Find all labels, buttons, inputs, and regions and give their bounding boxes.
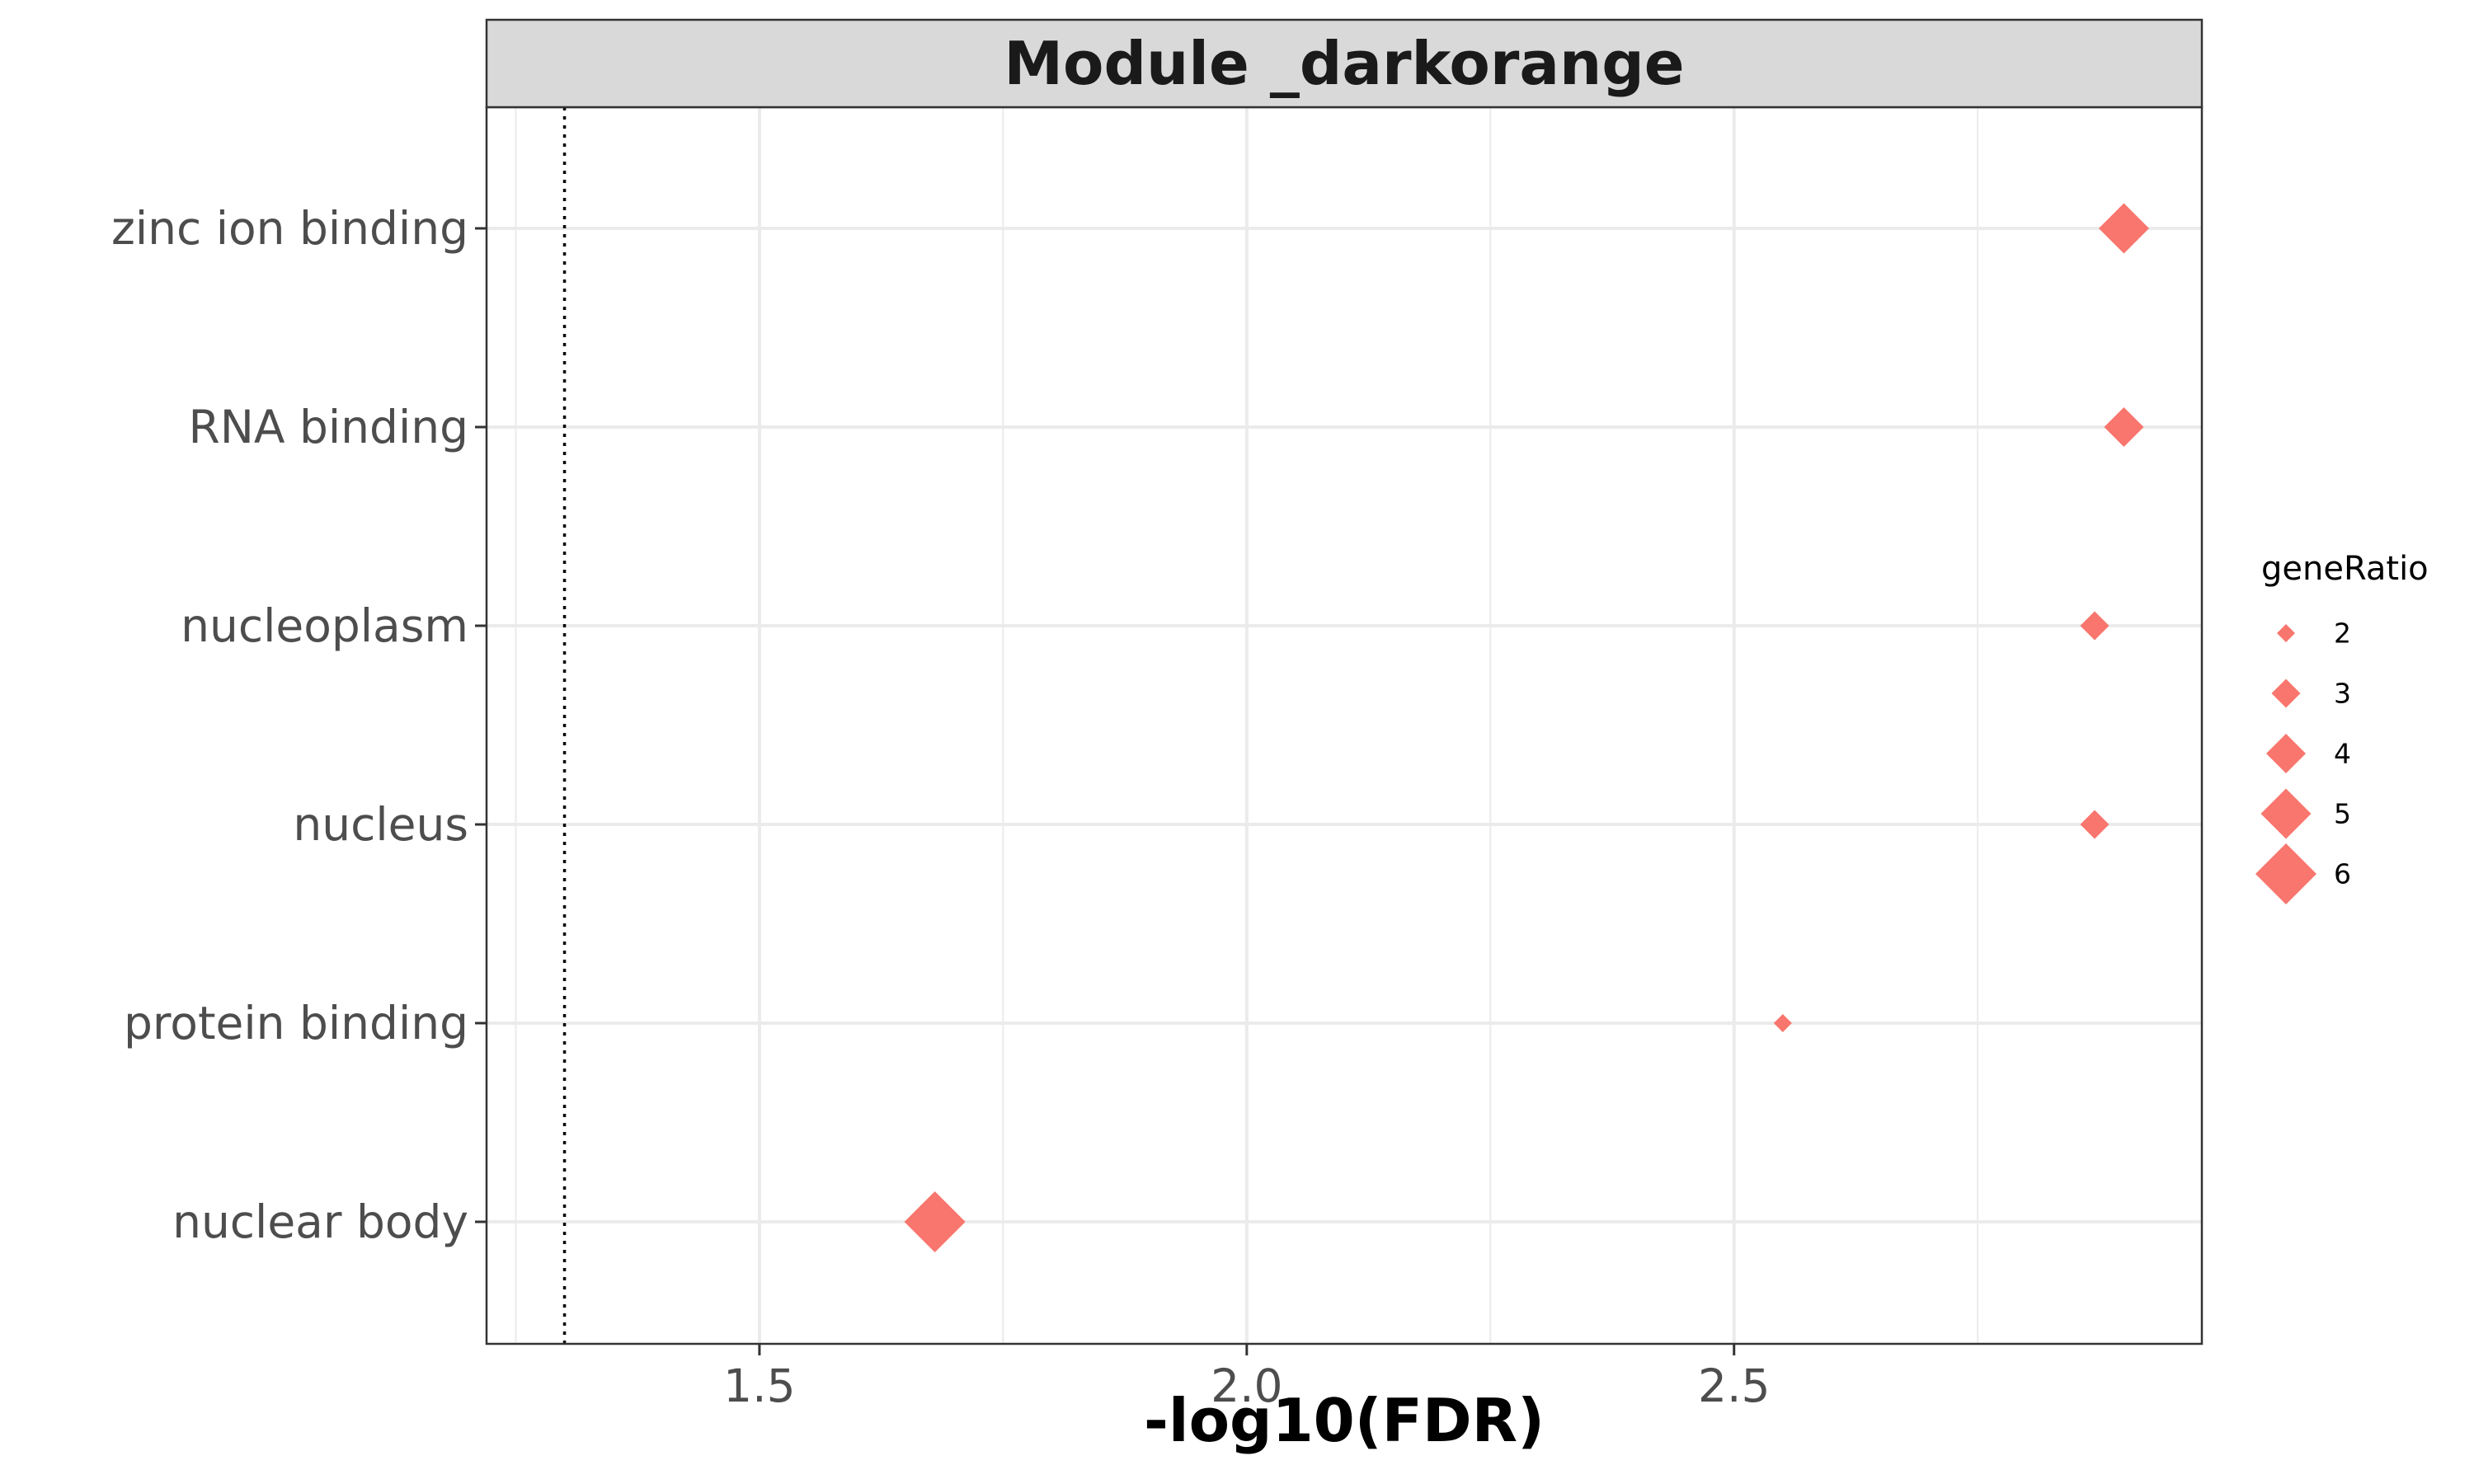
y-tick-label: nucleoplasm — [181, 599, 468, 652]
legend-key-diamond — [2260, 788, 2312, 839]
y-tick-label: nuclear body — [172, 1195, 468, 1248]
y-tick-label: nucleus — [293, 798, 468, 851]
legend-key-diamond — [2266, 734, 2306, 773]
x-tick-label: 1.5 — [723, 1360, 795, 1412]
data-point — [1773, 1014, 1792, 1032]
grid-layer — [487, 107, 2202, 1344]
legend-key-diamond — [2277, 624, 2295, 642]
data-point — [2104, 407, 2144, 447]
legend-label: 5 — [2334, 798, 2351, 830]
y-tick-label: RNA binding — [189, 401, 468, 453]
y-tick-label: zinc ion binding — [111, 202, 468, 255]
x-axis-title: -log10(FDR) — [1144, 1386, 1545, 1455]
legend-label: 2 — [2334, 618, 2351, 650]
x-axis: 1.5 2.0 2.5 — [723, 1344, 1770, 1412]
y-tick-label: protein binding — [124, 997, 468, 1050]
y-axis: zinc ion binding RNA binding nucleoplasm nu… — [111, 202, 487, 1248]
points-layer — [904, 203, 2149, 1252]
data-point — [2080, 611, 2109, 641]
facet-strip-title: Module _darkorange — [1004, 29, 1684, 98]
data-point — [904, 1191, 966, 1252]
legend: geneRatio 2 3 4 5 6 — [2255, 550, 2429, 904]
legend-title: geneRatio — [2261, 550, 2429, 588]
legend-label: 3 — [2334, 678, 2351, 710]
x-tick-label: 2.0 — [1211, 1360, 1282, 1412]
data-point — [2080, 810, 2109, 839]
facet-strip — [485, 18, 2204, 109]
legend-key-diamond — [2271, 679, 2301, 708]
legend-key-diamond — [2255, 843, 2316, 904]
legend-label: 4 — [2334, 738, 2351, 770]
x-tick-label: 2.5 — [1698, 1360, 1770, 1412]
plot-panel — [487, 107, 2202, 1344]
legend-label: 6 — [2334, 858, 2351, 890]
data-point — [2098, 203, 2149, 254]
